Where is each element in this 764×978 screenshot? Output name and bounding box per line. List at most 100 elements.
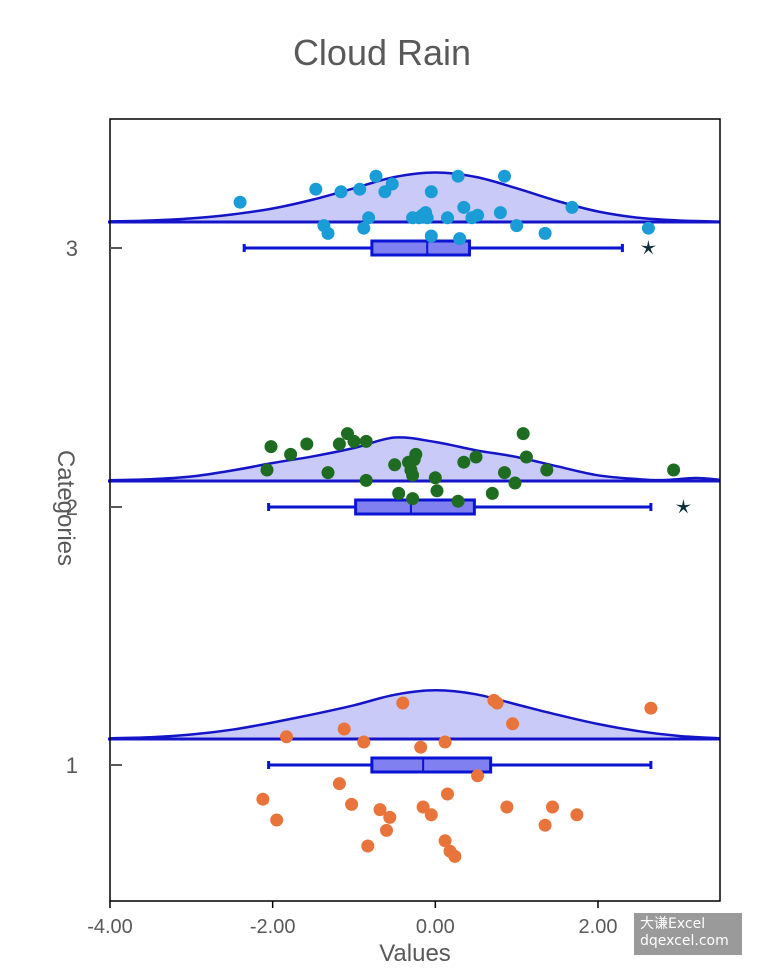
point-2-19 bbox=[430, 484, 444, 498]
box-1 bbox=[370, 756, 493, 774]
point-2-14 bbox=[406, 468, 420, 482]
point-2-23 bbox=[485, 486, 499, 500]
point-3-0 bbox=[233, 195, 247, 209]
plot-area bbox=[108, 169, 721, 863]
point-3-4 bbox=[334, 185, 348, 199]
point-3-17 bbox=[424, 229, 438, 243]
point-3-28 bbox=[565, 200, 579, 214]
chart-title: Cloud Rain bbox=[293, 32, 471, 73]
point-1-3 bbox=[332, 777, 346, 791]
point-2-10 bbox=[388, 458, 402, 472]
point-3-5 bbox=[353, 182, 367, 196]
point-2-17 bbox=[406, 492, 420, 506]
point-3-18 bbox=[441, 211, 454, 225]
point-1-14 bbox=[424, 808, 438, 822]
point-2-5 bbox=[332, 437, 346, 451]
point-3-26 bbox=[510, 219, 524, 233]
series-1-group bbox=[108, 689, 721, 863]
point-1-5 bbox=[345, 797, 359, 811]
point-2-4 bbox=[321, 466, 335, 480]
point-3-19 bbox=[451, 169, 465, 183]
point-2-25 bbox=[508, 476, 522, 490]
point-1-28 bbox=[644, 701, 658, 715]
point-1-7 bbox=[361, 839, 375, 853]
y-tick-label-3: 3 bbox=[66, 236, 78, 261]
box-3 bbox=[370, 239, 471, 257]
point-1-26 bbox=[546, 800, 559, 814]
point-1-17 bbox=[441, 787, 454, 801]
point-1-1 bbox=[270, 813, 284, 827]
point-1-4 bbox=[337, 722, 351, 736]
point-1-2 bbox=[280, 730, 293, 744]
point-1-11 bbox=[396, 696, 410, 710]
point-1-8 bbox=[373, 803, 387, 817]
point-1-16 bbox=[438, 834, 452, 848]
point-2-2 bbox=[284, 447, 298, 461]
point-3-20 bbox=[453, 232, 467, 246]
point-3-3 bbox=[317, 219, 331, 233]
point-1-22 bbox=[490, 696, 504, 710]
point-3-7 bbox=[362, 211, 376, 225]
point-3-23 bbox=[471, 208, 485, 222]
point-1-23 bbox=[500, 800, 514, 814]
point-1-0 bbox=[256, 792, 270, 806]
point-2-22 bbox=[469, 450, 483, 464]
outlier-3-0 bbox=[640, 240, 656, 255]
point-2-3 bbox=[300, 437, 314, 451]
y-axis-label: Categories bbox=[52, 450, 79, 566]
point-2-20 bbox=[451, 494, 465, 508]
point-1-9 bbox=[380, 823, 393, 837]
point-1-12 bbox=[414, 740, 428, 754]
x-tick-label-1: -2.00 bbox=[250, 916, 296, 938]
point-1-19 bbox=[448, 849, 462, 863]
x-tick-label-2: 0.00 bbox=[416, 916, 455, 938]
point-1-24 bbox=[506, 717, 520, 731]
point-2-27 bbox=[519, 450, 533, 464]
x-tick-label-0: -4.00 bbox=[87, 916, 133, 938]
point-1-13 bbox=[416, 800, 430, 814]
y-tick-label-1: 1 bbox=[66, 753, 78, 778]
point-3-6 bbox=[357, 221, 371, 235]
point-2-7 bbox=[347, 434, 361, 448]
point-3-29 bbox=[641, 221, 655, 235]
series-2-group bbox=[108, 427, 721, 516]
cloud-1-outline bbox=[109, 689, 721, 740]
point-2-0 bbox=[260, 463, 274, 477]
axes: 1 2 3 -4.00 -2.00 0.00 2.00 bbox=[66, 236, 618, 938]
watermark: 大谦Excel dqexcel.com bbox=[634, 913, 742, 955]
point-1-6 bbox=[357, 735, 371, 749]
point-3-10 bbox=[385, 177, 399, 191]
point-2-18 bbox=[428, 471, 442, 485]
point-2-28 bbox=[540, 463, 554, 477]
point-2-9 bbox=[359, 473, 373, 487]
point-3-25 bbox=[498, 169, 511, 183]
point-2-1 bbox=[264, 440, 278, 454]
point-1-25 bbox=[538, 818, 552, 832]
x-tick-label-3: 2.00 bbox=[579, 916, 618, 938]
point-3-8 bbox=[369, 169, 383, 183]
point-2-21 bbox=[457, 455, 471, 469]
point-3-16 bbox=[424, 185, 438, 199]
point-1-27 bbox=[570, 808, 584, 822]
point-3-21 bbox=[457, 200, 471, 214]
cloud-3-outline bbox=[109, 171, 721, 223]
point-2-29 bbox=[667, 463, 681, 477]
series-3-group bbox=[108, 169, 721, 257]
point-2-16 bbox=[409, 447, 423, 461]
point-3-15 bbox=[420, 211, 434, 225]
point-2-8 bbox=[359, 434, 373, 448]
point-1-10 bbox=[383, 810, 397, 824]
watermark-line2: dqexcel.com bbox=[640, 933, 729, 949]
watermark-line1: 大谦Excel bbox=[640, 916, 706, 932]
point-2-11 bbox=[392, 486, 406, 500]
point-1-20 bbox=[471, 769, 485, 783]
outlier-2-0 bbox=[675, 499, 691, 514]
plot-frame bbox=[109, 118, 721, 902]
point-2-24 bbox=[498, 466, 511, 480]
point-3-1 bbox=[309, 182, 323, 196]
point-3-24 bbox=[493, 206, 507, 220]
point-2-26 bbox=[516, 427, 530, 441]
x-axis-label: Values bbox=[379, 940, 451, 967]
point-1-15 bbox=[438, 735, 452, 749]
